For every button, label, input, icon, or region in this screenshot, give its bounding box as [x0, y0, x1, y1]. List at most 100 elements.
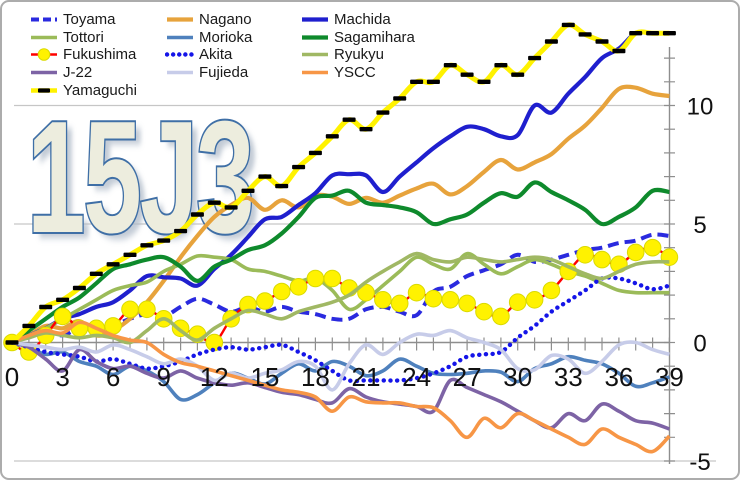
black-dash-marker: [578, 32, 592, 37]
yellow-circle-marker: [53, 307, 72, 326]
x-tick-label-30: 30: [503, 362, 532, 392]
black-dash-marker: [511, 72, 525, 77]
series-line-yscc: [11, 320, 671, 454]
series-sagamihara: [10, 180, 670, 345]
black-dash-marker: [494, 63, 508, 68]
series-line-fukushima: [11, 246, 671, 354]
x-tick-label-9: 9: [156, 362, 170, 392]
yellow-circle-marker: [508, 293, 527, 312]
yellow-circle-marker: [390, 294, 409, 313]
series-line-akita: [9, 275, 672, 384]
legend-item-yamaguchi: Yamaguchi: [29, 82, 165, 99]
akita-legend-swatch-icon: [165, 52, 195, 58]
machida-legend-swatch-icon: [302, 17, 328, 22]
black-dash-marker: [443, 63, 457, 68]
black-dash-marker: [325, 134, 339, 139]
yellow-circle-marker: [374, 291, 392, 309]
black-dash-marker: [359, 127, 373, 132]
x-tick-label-15: 15: [250, 362, 279, 392]
legend-label: Toyama: [63, 11, 116, 29]
j-22-legend-swatch-icon: [31, 70, 57, 75]
yellow-circle-marker: [239, 295, 257, 314]
watermark-text: 15J3: [27, 88, 253, 266]
legend-item-akita: Akita: [165, 46, 300, 63]
yellow-circle-marker: [525, 291, 544, 309]
tottori-legend-swatch-icon: [31, 35, 57, 40]
black-dash-marker: [629, 31, 643, 36]
legend-item-tottori: Tottori: [29, 29, 165, 46]
black-dash-marker: [72, 285, 86, 291]
x-tick-label-12: 12: [200, 362, 229, 392]
y-tick-label-0: 0: [693, 331, 706, 358]
watermark: 15J3 15J3: [25, 86, 260, 272]
black-dash-marker: [190, 212, 204, 217]
toyama-legend-swatch-icon: [31, 17, 57, 22]
sagamihara-legend-swatch-icon: [302, 35, 328, 40]
yellow-circle-marker: [492, 307, 510, 326]
legend-label: YSCC: [334, 64, 376, 82]
legend-label: Nagano: [199, 11, 252, 29]
black-dash-marker: [56, 297, 70, 302]
series-ryukyu: [11, 251, 670, 345]
watermark-shadow-text: 15J3: [33, 94, 259, 272]
y-tick-label--5: -5: [689, 449, 710, 476]
black-dash-marker: [410, 79, 424, 84]
black-dash-marker: [393, 96, 407, 101]
series-akita: [9, 275, 672, 384]
series-tottori: [11, 251, 670, 345]
series-fukushima: [3, 238, 679, 361]
legend-label: Tottori: [63, 28, 104, 46]
x-tick-label-36: 36: [604, 362, 633, 392]
series-fujieda: [11, 328, 670, 392]
black-dash-marker: [22, 323, 36, 329]
black-dash-marker: [460, 72, 474, 77]
yellow-circle-marker: [643, 238, 662, 257]
fukushima-legend-swatch-icon: [31, 48, 57, 62]
legend-item-ryukyu: Ryukyu: [300, 46, 475, 63]
black-dash-marker: [646, 31, 660, 36]
black-dash-marker: [477, 79, 491, 84]
yellow-circle-marker: [323, 269, 342, 288]
x-tick-label-39: 39: [655, 362, 684, 392]
series-yscc: [11, 320, 671, 454]
legend-item-yscc: YSCC: [300, 64, 475, 81]
y-tick-label-10: 10: [687, 94, 714, 121]
legend-item-machida: Machida: [300, 11, 475, 28]
legend-label: Yamaguchi: [63, 81, 137, 99]
black-dash-marker: [224, 205, 238, 210]
black-dash-marker: [612, 48, 626, 54]
series-machida: [11, 29, 670, 345]
legend: Toyama Nagano Machida Tottori Morioka Sagamih…: [29, 11, 475, 99]
black-dash-marker: [5, 340, 19, 345]
black-dash-marker: [308, 150, 322, 156]
series-toyama: [11, 232, 670, 345]
yellow-circle-marker: [121, 300, 139, 319]
black-dash-marker: [39, 304, 53, 310]
yellow-circle-marker: [475, 302, 493, 321]
series-line-morioka: [11, 340, 671, 402]
black-dash-marker: [174, 228, 188, 234]
series-line-fujieda: [11, 328, 670, 392]
yellow-circle-marker: [272, 282, 291, 301]
yellow-circle-marker: [289, 278, 308, 296]
black-dash-marker: [89, 271, 103, 276]
legend-item-fukushima: Fukushima: [29, 46, 165, 63]
legend-item-sagamihara: Sagamihara: [300, 29, 475, 46]
yellow-circle-marker: [306, 269, 325, 288]
black-dash-marker: [544, 39, 558, 44]
black-dash-marker: [258, 174, 272, 179]
legend-label: Fujieda: [199, 64, 249, 82]
series-line-machida: [11, 29, 670, 345]
yellow-circle-marker: [458, 294, 476, 313]
yscc-legend-swatch-icon: [302, 70, 328, 75]
legend-label: Ryukyu: [334, 46, 385, 64]
x-tick-label-18: 18: [301, 362, 330, 392]
ryukyu-legend-swatch-icon: [302, 53, 328, 57]
yellow-circle-marker: [256, 292, 274, 310]
legend-item-morioka: Morioka: [165, 29, 300, 46]
series-lines: [3, 22, 679, 454]
black-dash-marker: [241, 188, 255, 193]
yellow-circle-marker: [542, 281, 561, 300]
